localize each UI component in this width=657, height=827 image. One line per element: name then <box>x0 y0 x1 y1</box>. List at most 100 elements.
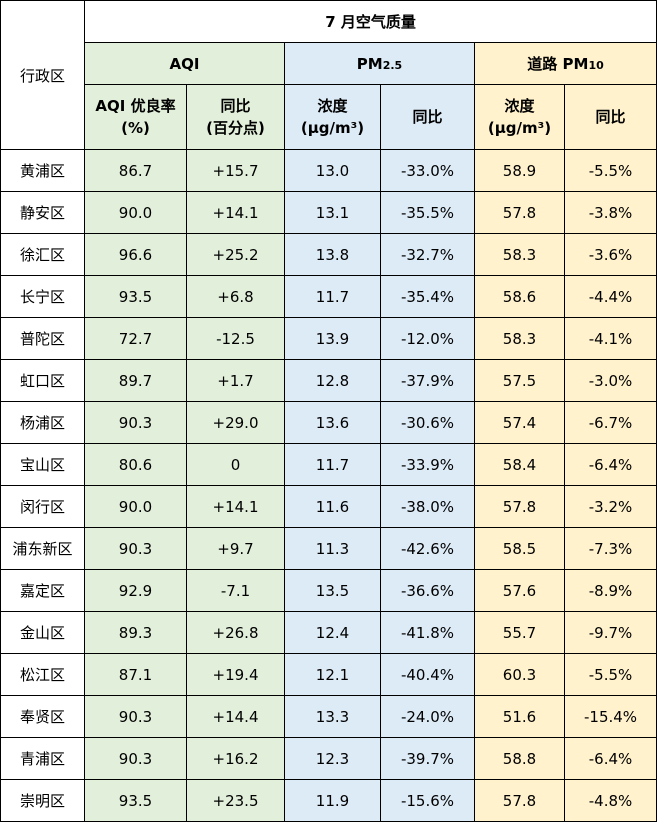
aqi-yoy-cell: +15.7 <box>186 149 285 192</box>
aqi-yoy-cell: +25.2 <box>186 233 285 276</box>
pm10-yoy-cell: -15.4% <box>563 695 657 738</box>
pm10-cell: 58.3 <box>474 233 565 276</box>
pm10-yoy-cell: -6.4% <box>563 443 657 486</box>
pm25-yoy-cell: -36.6% <box>380 569 475 612</box>
table-row: 奉贤区 90.3 +14.4 13.3 -24.0% 51.6 -15.4% <box>0 695 657 738</box>
pm10-cell: 55.7 <box>474 611 565 654</box>
aqi-yoy-cell: +1.7 <box>186 359 285 402</box>
pm10-group-label: 道路 PM <box>527 55 589 73</box>
pm25-yoy-cell: -30.6% <box>380 401 475 444</box>
district-cell: 青浦区 <box>0 737 85 780</box>
aqi-rate-cell: 93.5 <box>84 779 187 822</box>
pm25-yoy-cell: -35.4% <box>380 275 475 318</box>
pm25-yoy-cell: -40.4% <box>380 653 475 696</box>
pm10-cell: 60.3 <box>474 653 565 696</box>
table-row: 闵行区 90.0 +14.1 11.6 -38.0% 57.8 -3.2% <box>0 485 657 528</box>
district-cell: 普陀区 <box>0 317 85 360</box>
pm25-conc-header: 浓度 (μg/m³) <box>284 84 381 150</box>
aqi-rate-cell: 96.6 <box>84 233 187 276</box>
pm10-yoy-cell: -6.4% <box>563 737 657 780</box>
table-title: 7 月空气质量 <box>83 0 657 43</box>
pm10-cell: 58.4 <box>474 443 565 486</box>
table-row: 杨浦区 90.3 +29.0 13.6 -30.6% 57.4 -6.7% <box>0 401 657 444</box>
aqi-group-header: AQI <box>84 42 285 85</box>
table-row: 金山区 89.3 +26.8 12.4 -41.8% 55.7 -9.7% <box>0 611 657 654</box>
table-body: 黄浦区 86.7 +15.7 13.0 -33.0% 58.9 -5.5% 静安区 90.0 +… <box>0 149 657 822</box>
pm10-yoy-cell: -9.7% <box>563 611 657 654</box>
pm25-cell: 13.0 <box>284 149 381 192</box>
pm10-yoy-cell: -3.8% <box>563 191 657 234</box>
pm25-yoy-cell: -24.0% <box>380 695 475 738</box>
aqi-yoy-cell: -7.1 <box>186 569 285 612</box>
pm10-yoy-cell: -6.7% <box>563 401 657 444</box>
pm25-cell: 11.3 <box>284 527 381 570</box>
pm25-cell: 13.5 <box>284 569 381 612</box>
pm10-cell: 57.8 <box>474 485 565 528</box>
pm25-cell: 11.9 <box>284 779 381 822</box>
pm10-cell: 57.8 <box>474 779 565 822</box>
pm10-cell: 58.9 <box>474 149 565 192</box>
district-cell: 奉贤区 <box>0 695 85 738</box>
pm25-cell: 12.4 <box>284 611 381 654</box>
pm25-yoy-cell: -33.9% <box>380 443 475 486</box>
aqi-yoy-cell: +14.4 <box>186 695 285 738</box>
pm25-conc-header-line1: 浓度 <box>317 97 348 115</box>
district-cell: 徐汇区 <box>0 233 85 276</box>
table-row: 黄浦区 86.7 +15.7 13.0 -33.0% 58.9 -5.5% <box>0 149 657 192</box>
table-row: 静安区 90.0 +14.1 13.1 -35.5% 57.8 -3.8% <box>0 191 657 234</box>
aqi-rate-cell: 90.3 <box>84 527 187 570</box>
district-cell: 宝山区 <box>0 443 85 486</box>
district-cell: 嘉定区 <box>0 569 85 612</box>
pm25-group-subscript: 2.5 <box>382 58 403 72</box>
table-row: 松江区 87.1 +19.4 12.1 -40.4% 60.3 -5.5% <box>0 653 657 696</box>
pm25-yoy-cell: -35.5% <box>380 191 475 234</box>
district-cell: 松江区 <box>0 653 85 696</box>
pm25-yoy-cell: -41.8% <box>380 611 475 654</box>
pm25-yoy-cell: -42.6% <box>380 527 475 570</box>
aqi-rate-cell: 80.6 <box>84 443 187 486</box>
table-row: 宝山区 80.6 0 11.7 -33.9% 58.4 -6.4% <box>0 443 657 486</box>
pm25-cell: 12.1 <box>284 653 381 696</box>
aqi-yoy-cell: +23.5 <box>186 779 285 822</box>
pm10-cell: 58.3 <box>474 317 565 360</box>
pm10-yoy-header: 同比 <box>563 84 657 150</box>
pm10-yoy-cell: -7.3% <box>563 527 657 570</box>
aqi-yoy-cell: +14.1 <box>186 485 285 528</box>
pm10-cell: 58.6 <box>474 275 565 318</box>
district-cell: 浦东新区 <box>0 527 85 570</box>
aqi-rate-cell: 90.0 <box>84 191 187 234</box>
table-row: 虹口区 89.7 +1.7 12.8 -37.9% 57.5 -3.0% <box>0 359 657 402</box>
aqi-yoy-cell: +9.7 <box>186 527 285 570</box>
district-cell: 闵行区 <box>0 485 85 528</box>
pm25-cell: 13.6 <box>284 401 381 444</box>
district-cell: 杨浦区 <box>0 401 85 444</box>
aqi-rate-cell: 90.3 <box>84 401 187 444</box>
pm25-cell: 13.3 <box>284 695 381 738</box>
table-row: 崇明区 93.5 +23.5 11.9 -15.6% 57.8 -4.8% <box>0 779 657 822</box>
aqi-rate-cell: 89.7 <box>84 359 187 402</box>
pm25-group-header: PM2.5 <box>284 42 475 85</box>
district-cell: 金山区 <box>0 611 85 654</box>
pm10-cell: 51.6 <box>474 695 565 738</box>
pm10-conc-header-line1: 浓度 <box>504 97 535 115</box>
pm25-yoy-cell: -38.0% <box>380 485 475 528</box>
aqi-yoy-cell: +16.2 <box>186 737 285 780</box>
aqi-yoy-header-line2: (百分点) <box>206 119 265 137</box>
aqi-group-label: AQI <box>169 54 200 73</box>
district-cell: 黄浦区 <box>0 149 85 192</box>
aqi-rate-cell: 89.3 <box>84 611 187 654</box>
district-cell: 虹口区 <box>0 359 85 402</box>
pm25-cell: 12.3 <box>284 737 381 780</box>
pm10-conc-header-line2: (μg/m³) <box>487 119 552 137</box>
district-cell: 崇明区 <box>0 779 85 822</box>
pm10-yoy-cell: -3.6% <box>563 233 657 276</box>
district-cell: 静安区 <box>0 191 85 234</box>
aqi-yoy-header: 同比 (百分点) <box>186 84 285 150</box>
aqi-rate-cell: 90.3 <box>84 737 187 780</box>
pm25-cell: 13.1 <box>284 191 381 234</box>
pm10-cell: 58.5 <box>474 527 565 570</box>
pm10-conc-header: 浓度 (μg/m³) <box>474 84 565 150</box>
pm25-yoy-cell: -37.9% <box>380 359 475 402</box>
aqi-yoy-cell: +26.8 <box>186 611 285 654</box>
